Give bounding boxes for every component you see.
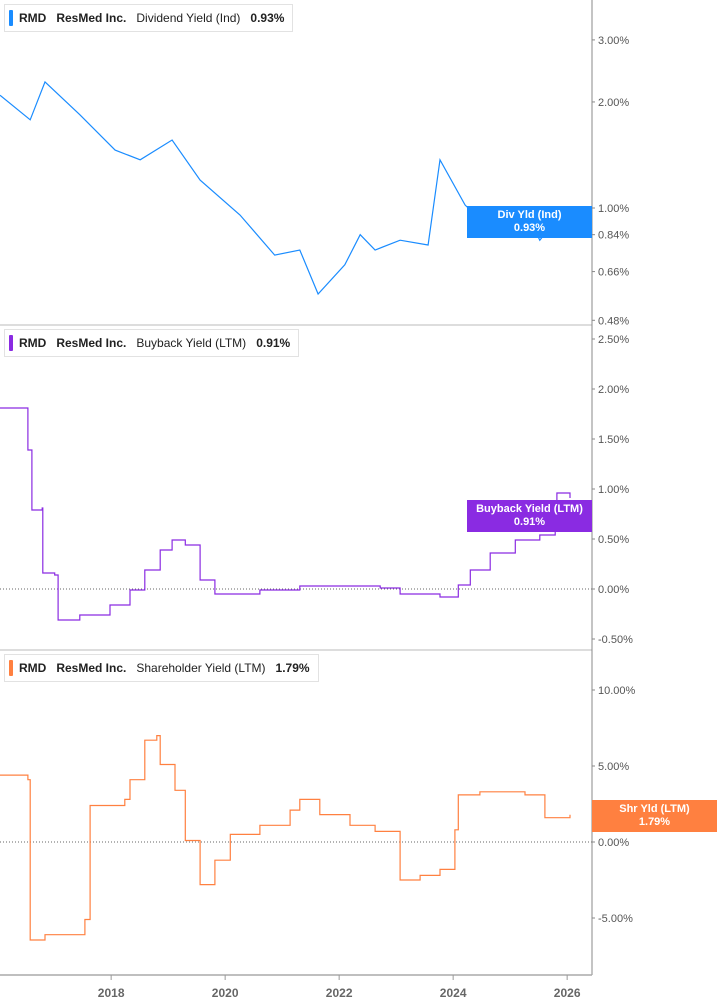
tag-value: 1.79% [638, 816, 671, 828]
legend-dividend-yield[interactable]: RMD ResMed Inc. Dividend Yield (Ind) 0.9… [4, 4, 294, 32]
y-tick-label: 0.00% [598, 837, 629, 849]
tag-label: Shr Yld (LTM) [619, 803, 690, 815]
legend-metric: Shareholder Yield (LTM) [136, 661, 266, 675]
x-tick-label: 2022 [326, 986, 353, 1000]
y-tick-label: 0.00% [598, 584, 629, 596]
tag-label: Div Yld (Ind) [497, 209, 562, 221]
legend-company: ResMed Inc. [56, 336, 127, 350]
x-tick-label: 2026 [554, 986, 581, 1000]
legend-company: ResMed Inc. [56, 661, 127, 675]
series-color-swatch [9, 10, 13, 26]
y-tick-label: 2.00% [598, 384, 629, 396]
y-tick-label: 0.48% [598, 315, 629, 327]
y-tick-label: 0.50% [598, 534, 629, 546]
series-line-0 [0, 80, 571, 296]
series-line-1 [0, 407, 571, 621]
legend-value: 0.93% [250, 11, 285, 25]
y-tick-label: -0.50% [598, 634, 633, 646]
y-tick-label: 1.00% [598, 484, 629, 496]
value-tag-shareholder-yield: Shr Yld (LTM) 1.79% [592, 800, 717, 832]
x-tick-label: 2020 [212, 986, 239, 1000]
y-tick-label: 5.00% [598, 761, 629, 773]
y-tick-label: 3.00% [598, 35, 629, 47]
y-tick-label: 10.00% [598, 685, 636, 697]
legend-ticker: RMD [19, 11, 47, 25]
y-tick-label: 0.84% [598, 230, 629, 242]
y-tick-label: 0.66% [598, 267, 629, 279]
tag-value: 0.91% [513, 516, 546, 528]
tag-label: Buyback Yield (LTM) [476, 503, 583, 515]
legend-metric: Dividend Yield (Ind) [136, 11, 241, 25]
y-tick-label: 1.00% [598, 203, 629, 215]
legend-company: ResMed Inc. [56, 11, 127, 25]
value-tag-dividend-yield: Div Yld (Ind) 0.93% [467, 206, 592, 238]
legend-shareholder-yield[interactable]: RMD ResMed Inc. Shareholder Yield (LTM) … [4, 654, 319, 682]
legend-buyback-yield[interactable]: RMD ResMed Inc. Buyback Yield (LTM) 0.91… [4, 329, 300, 357]
legend-metric: Buyback Yield (LTM) [136, 336, 247, 350]
value-tag-buyback-yield: Buyback Yield (LTM) 0.91% [467, 500, 592, 532]
y-tick-label: -5.00% [598, 913, 633, 925]
tag-value: 0.93% [513, 222, 546, 234]
y-tick-label: 2.50% [598, 334, 629, 346]
series-line-2 [0, 735, 571, 941]
legend-ticker: RMD [19, 336, 47, 350]
x-tick-label: 2018 [98, 986, 125, 1000]
series-color-swatch [9, 660, 13, 676]
legend-ticker: RMD [19, 661, 47, 675]
y-tick-label: 2.00% [598, 97, 629, 109]
series-color-swatch [9, 335, 13, 351]
legend-value: 0.91% [256, 336, 291, 350]
x-tick-label: 2024 [440, 986, 467, 1000]
legend-value: 1.79% [275, 661, 310, 675]
y-tick-label: 1.50% [598, 434, 629, 446]
